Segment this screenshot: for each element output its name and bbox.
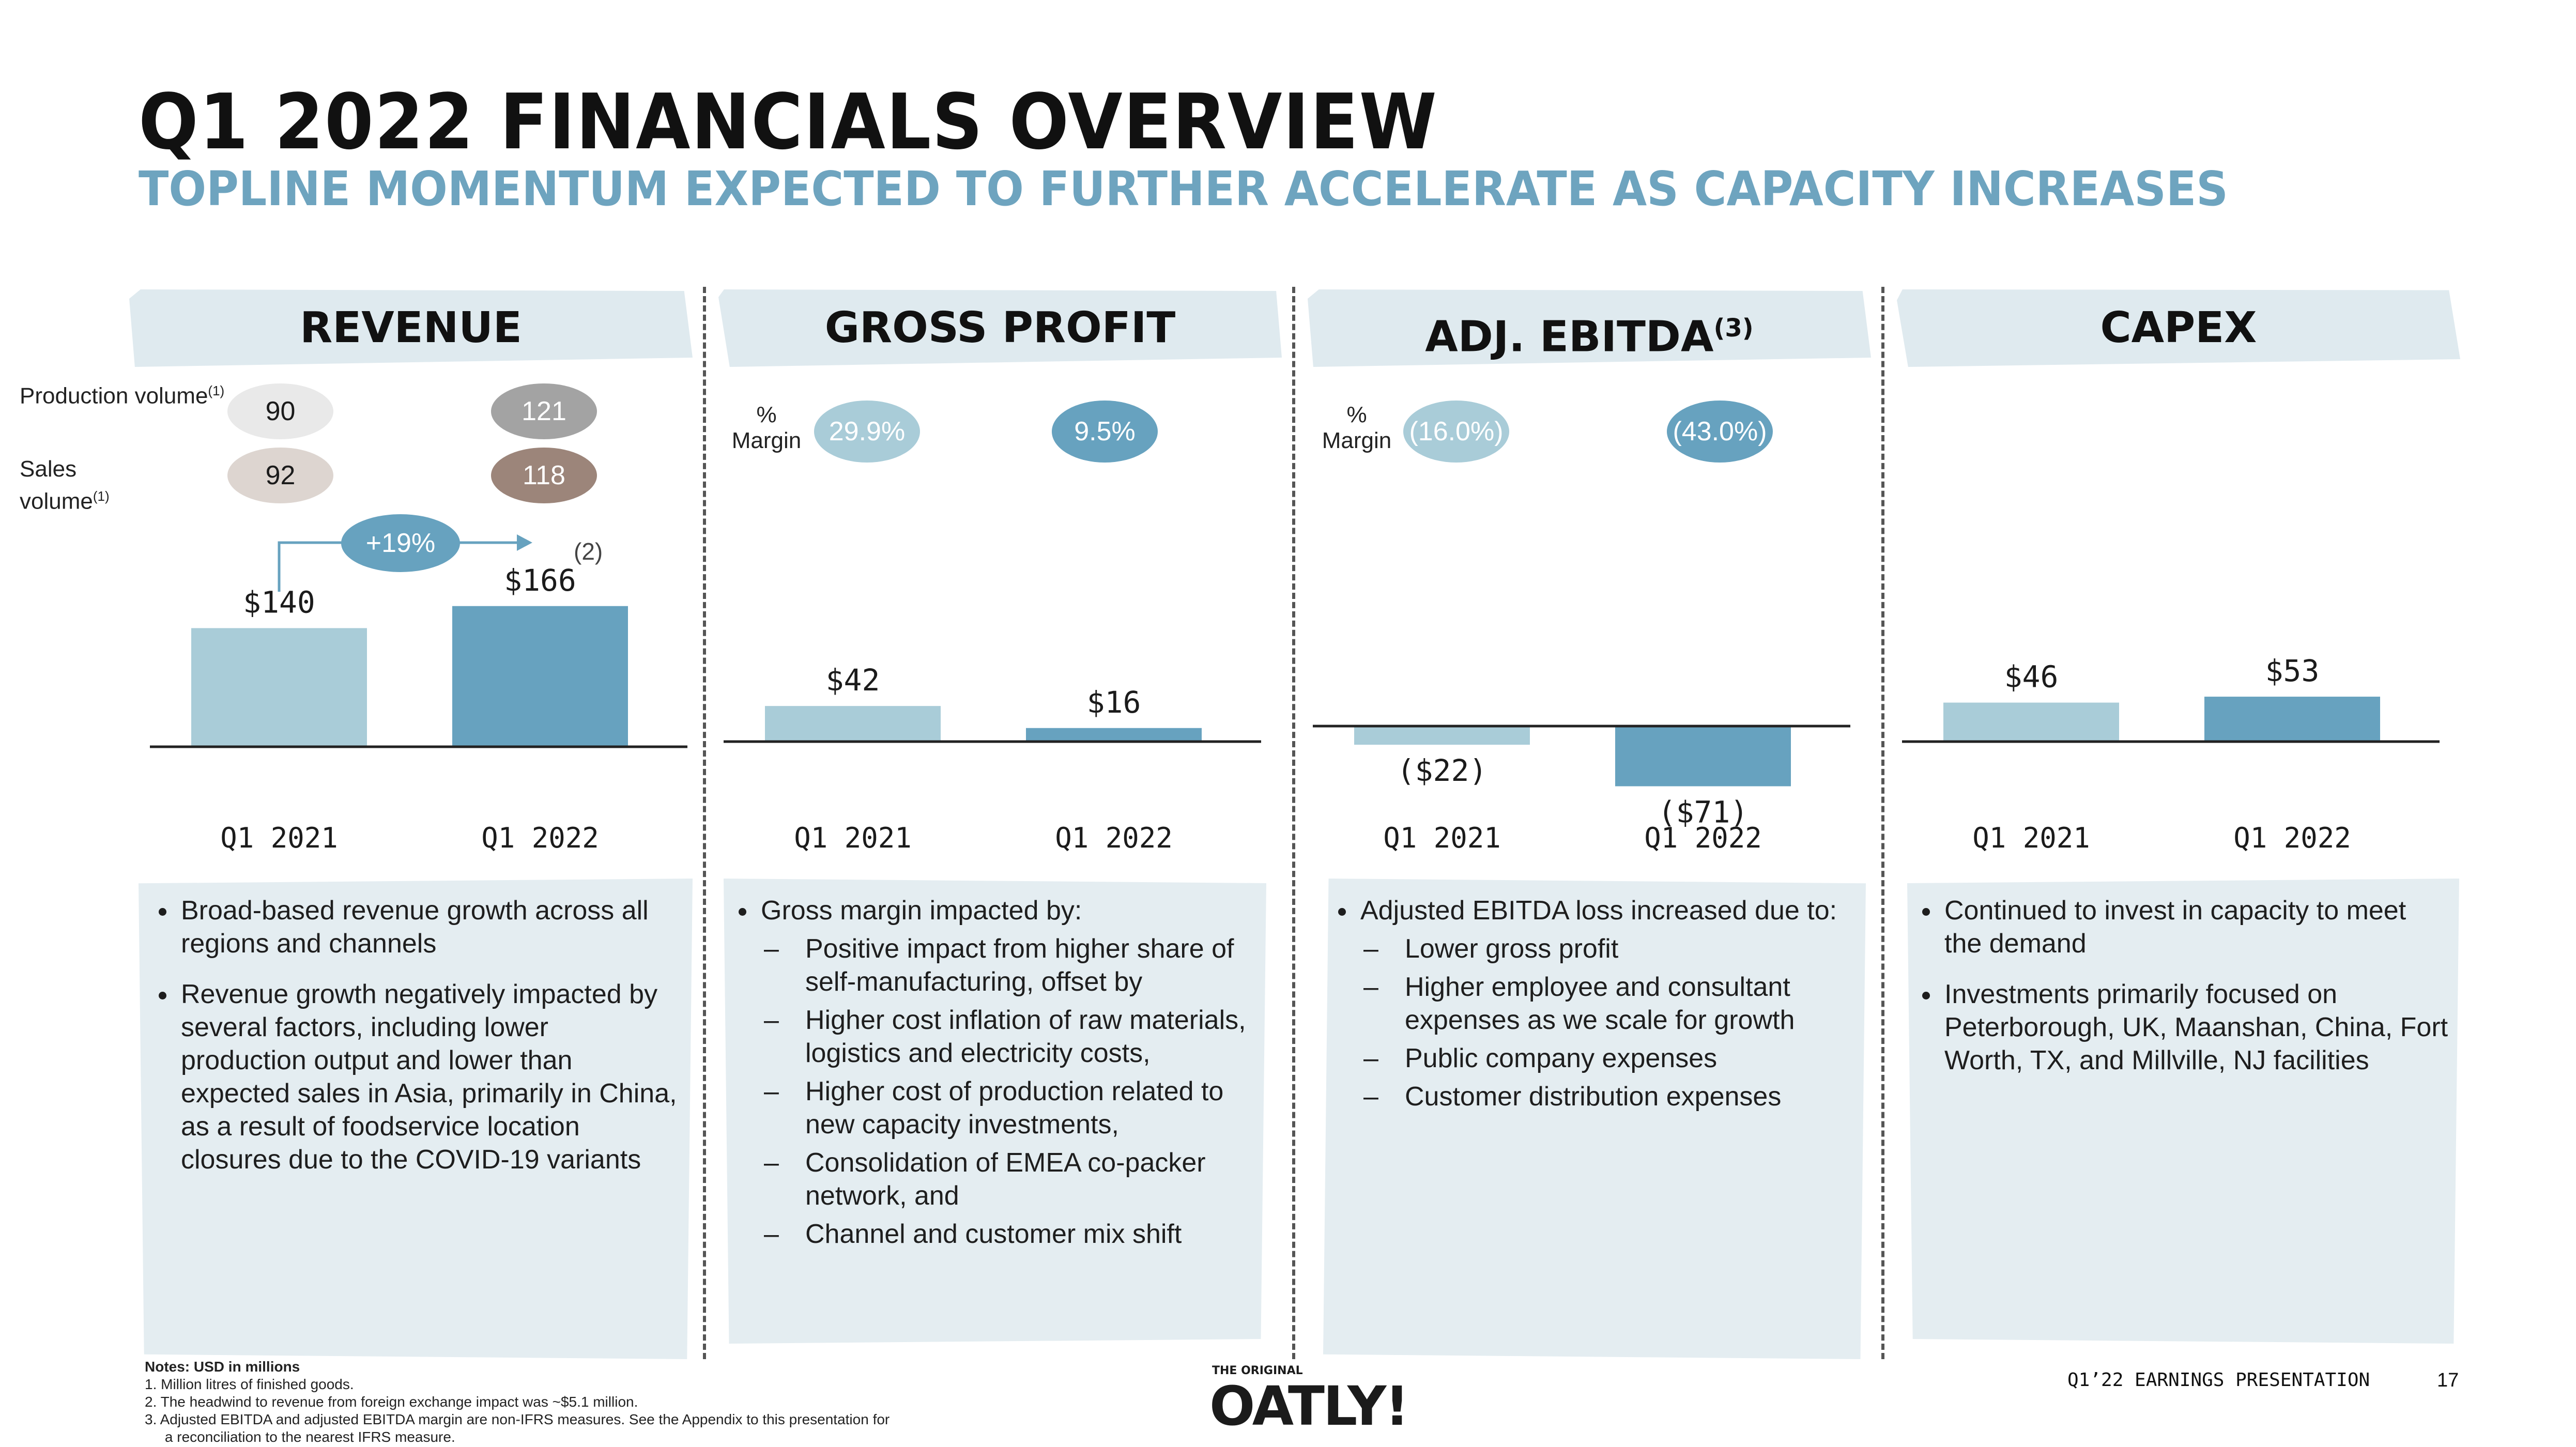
adj-ebitda-chart: ($22) Q1 2021 ($71)Q1 2022 [1313, 725, 1850, 854]
bar-q1-2022 [2204, 697, 2380, 742]
logo-tagline: THE ORIGINAL [1212, 1364, 1303, 1377]
capex-bullet-2: Investments primarily focused on Peterbo… [1941, 978, 2449, 1077]
adj-ebitda-sub-3: Public company expenses [1363, 1042, 1856, 1075]
value-label: ($22) [1397, 753, 1488, 788]
gross-profit-sub-5: Channel and customer mix shift [764, 1218, 1256, 1251]
category-label: Q1 2021 [1383, 822, 1501, 854]
production-volume-2022: 121 [491, 383, 597, 439]
adj-ebitda-title: ADJ. EBITDA(3) [1425, 312, 1754, 362]
adj-ebitda-banner: ADJ. EBITDA(3) [1308, 289, 1871, 367]
gross-margin-2022: 9.5% [1052, 401, 1158, 463]
gross-profit-sub-4: Consolidation of EMEA co-packer network,… [764, 1146, 1256, 1212]
production-volume-label: Production volume(1) [20, 383, 225, 409]
adj-ebitda-sub-4: Customer distribution expenses [1363, 1080, 1856, 1113]
bar-q1-2022 [1615, 726, 1791, 787]
revenue-notes-box: Broad-based revenue growth across all re… [139, 879, 693, 1359]
capex-bullet-1: Continued to invest in capacity to meet … [1941, 894, 2449, 960]
oatly-logo: OATLY! [1209, 1375, 1409, 1438]
capex-title: CAPEX [2100, 303, 2257, 352]
category-label: Q1 2022 [1055, 822, 1173, 854]
revenue-bullet-1: Broad-based revenue growth across all re… [178, 894, 677, 960]
revenue-banner: REVENUE [129, 289, 693, 367]
gross-profit-bullets: Gross margin impacted by: Positive impac… [724, 894, 1256, 1251]
gross-margin-label: % Margin [731, 402, 802, 453]
bar-q1-2022 [452, 606, 628, 747]
revenue-chart: $140 Q1 2021 $166 Q1 2022 [150, 563, 687, 854]
gross-profit-title: GROSS PROFIT [824, 303, 1176, 352]
bar-q1-2021 [1943, 702, 2119, 742]
value-label: $140 [243, 584, 315, 620]
footnotes: Notes: USD in millions 1. Million litres… [145, 1358, 1178, 1446]
gross-profit-bullet-intro: Gross margin impacted by: [761, 896, 1082, 926]
value-label: ($71) [1658, 794, 1749, 829]
note-1: 1. Million litres of finished goods. [145, 1376, 354, 1392]
presentation-label: Q1’22 EARNINGS PRESENTATION [2067, 1369, 2370, 1391]
capex-notes-box: Continued to invest in capacity to meet … [1907, 879, 2459, 1344]
note-3: 3. Adjusted EBITDA and adjusted EBITDA m… [145, 1411, 890, 1427]
note-2: 2. The headwind to revenue from foreign … [145, 1394, 638, 1410]
gross-profit-chart: $42 Q1 2021 $16 Q1 2022 [724, 663, 1261, 854]
production-volume-2021: 90 [227, 383, 333, 439]
category-label: Q1 2021 [1972, 822, 2090, 854]
category-label: Q1 2022 [481, 822, 599, 854]
value-label: $46 [2004, 659, 2059, 695]
gross-profit-banner: GROSS PROFIT [718, 289, 1282, 367]
capex-chart: $46 Q1 2021 $53 Q1 2022 [1902, 653, 2440, 854]
ebitda-margin-2021: (16.0%) [1403, 401, 1509, 463]
divider-1 [703, 287, 706, 1359]
page-number: 17 [2437, 1369, 2459, 1391]
ebitda-margin-label: % Margin [1322, 402, 1392, 453]
gross-profit-sub-3: Higher cost of production related to new… [764, 1075, 1256, 1141]
gross-profit-notes-box: Gross margin impacted by: Positive impac… [724, 879, 1266, 1344]
bar-q1-2021 [765, 706, 941, 742]
value-label: $16 [1087, 685, 1141, 720]
value-label: $42 [826, 663, 880, 698]
bar-q1-2021 [191, 628, 367, 747]
bar-q1-2022 [1026, 728, 1202, 742]
ebitda-margin-2022: (43.0%) [1667, 401, 1773, 463]
revenue-bullet-2: Revenue growth negatively impacted by se… [178, 978, 677, 1176]
growth-badge: +19% [341, 514, 460, 572]
revenue-title: REVENUE [300, 303, 522, 352]
capex-bullets: Continued to invest in capacity to meet … [1907, 894, 2449, 1077]
adj-ebitda-bullets: Adjusted EBITDA loss increased due to: L… [1323, 894, 1856, 1113]
page-subtitle: TOPLINE MOMENTUM EXPECTED TO FURTHER ACC… [139, 161, 2228, 217]
sales-volume-label: Sales volume(1) [20, 456, 110, 514]
adj-ebitda-bullet-intro: Adjusted EBITDA loss increased due to: [1360, 896, 1837, 926]
note-3-cont: a reconciliation to the nearest IFRS mea… [145, 1429, 455, 1445]
capex-banner: CAPEX [1897, 289, 2460, 367]
bar-q1-2021 [1354, 726, 1530, 745]
divider-3 [1881, 287, 1884, 1359]
notes-heading: Notes: USD in millions [145, 1359, 300, 1375]
category-label: Q1 2022 [1644, 822, 1762, 854]
gross-profit-sub-2: Higher cost inflation of raw materials, … [764, 1004, 1256, 1070]
sales-volume-2022: 118 [491, 448, 597, 503]
adj-ebitda-sub-2: Higher employee and consultant expenses … [1363, 971, 1856, 1037]
category-label: Q1 2021 [794, 822, 912, 854]
category-label: Q1 2022 [2233, 822, 2351, 854]
divider-2 [1292, 287, 1295, 1359]
category-label: Q1 2021 [220, 822, 338, 854]
sales-volume-2021: 92 [227, 448, 333, 503]
gross-profit-sub-1: Positive impact from higher share of sel… [764, 932, 1256, 998]
adj-ebitda-notes-box: Adjusted EBITDA loss increased due to: L… [1323, 879, 1866, 1359]
revenue-footnote-ref: (2) [574, 538, 603, 565]
value-label: $166 [504, 563, 576, 598]
adj-ebitda-sub-1: Lower gross profit [1363, 932, 1856, 965]
gross-margin-2021: 29.9% [814, 401, 920, 463]
revenue-bullets: Broad-based revenue growth across all re… [144, 894, 677, 1176]
value-label: $53 [2265, 653, 2320, 688]
page-title: Q1 2022 FINANCIALS OVERVIEW [139, 78, 1438, 166]
